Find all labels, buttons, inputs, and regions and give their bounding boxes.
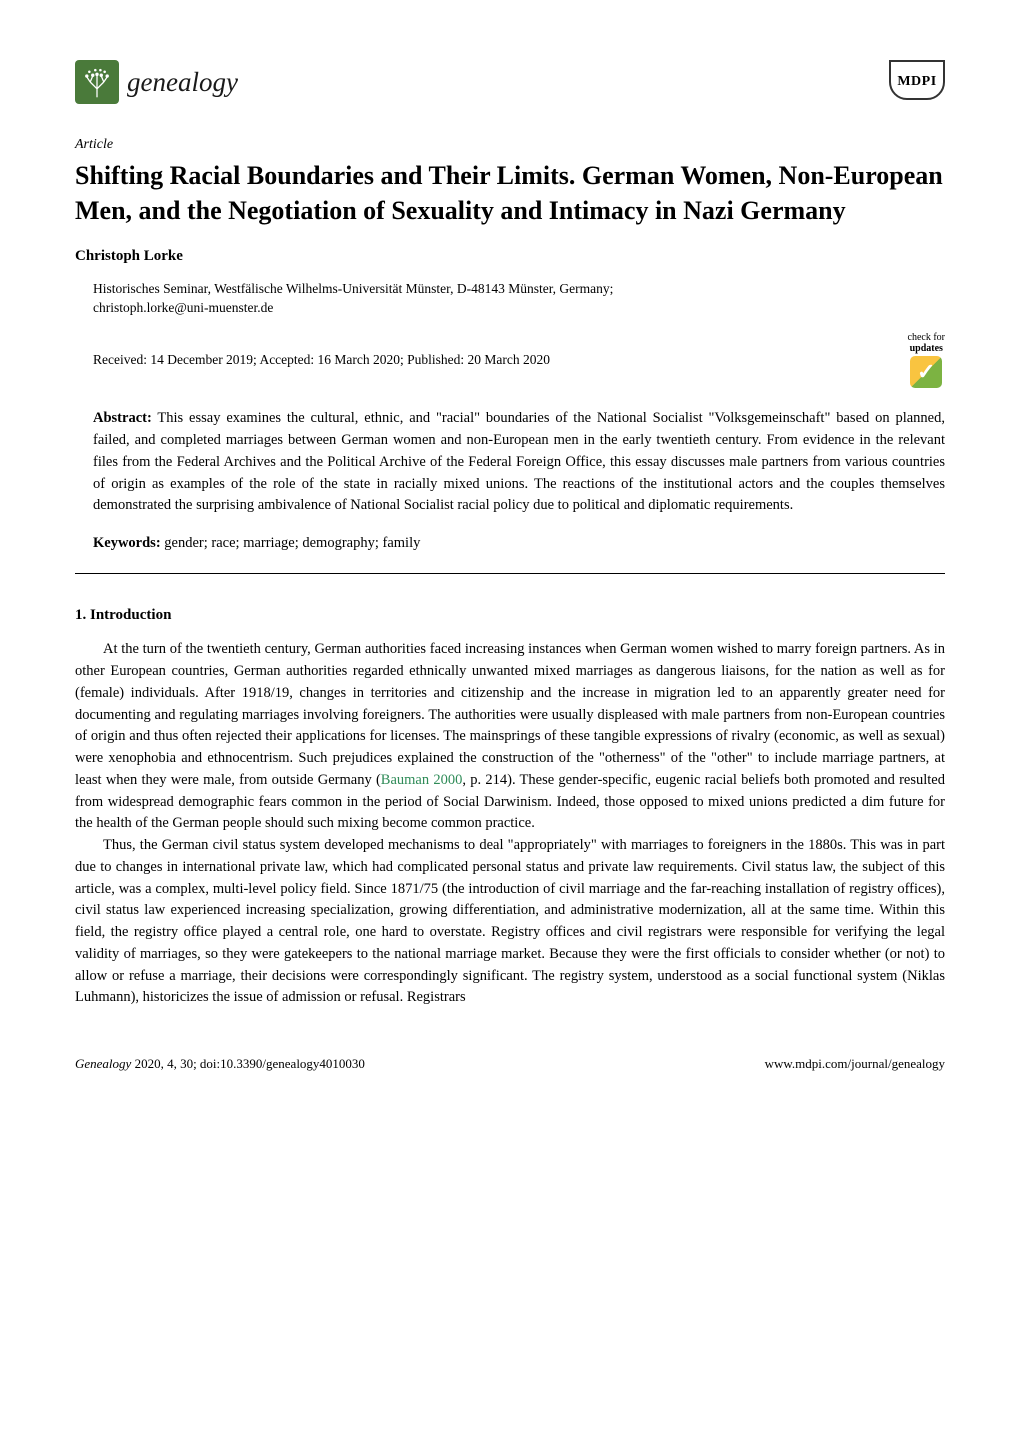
affiliation-block: Historisches Seminar, Westfälische Wilhe… — [93, 280, 945, 318]
divider — [75, 573, 945, 574]
paragraph-2: Thus, the German civil status system dev… — [75, 835, 945, 1009]
author-name: Christoph Lorke — [75, 245, 945, 268]
keywords-text: gender; race; marriage; demography; fami… — [164, 535, 420, 551]
body-text: At the turn of the twentieth century, Ge… — [75, 639, 945, 1009]
journal-logo-block: genealogy — [75, 60, 238, 104]
abstract-block: Abstract: This essay examines the cultur… — [93, 408, 945, 517]
abstract-text: This essay examines the cultural, ethnic… — [93, 410, 945, 513]
footer-journal: Genealogy — [75, 1056, 131, 1071]
footer-url[interactable]: www.mdpi.com/journal/genealogy — [765, 1054, 945, 1074]
affiliation-line: Historisches Seminar, Westfälische Wilhe… — [93, 280, 945, 299]
article-type-label: Article — [75, 134, 945, 155]
publication-dates: Received: 14 December 2019; Accepted: 16… — [93, 350, 550, 370]
citation-link[interactable]: Bauman 2000 — [381, 772, 463, 788]
dates-row: Received: 14 December 2019; Accepted: 16… — [93, 332, 945, 388]
footer-citation: 2020, 4, 30; doi:10.3390/genealogy401003… — [131, 1056, 365, 1071]
journal-icon — [75, 60, 119, 104]
footer-left: Genealogy 2020, 4, 30; doi:10.3390/genea… — [75, 1054, 365, 1074]
journal-name: genealogy — [127, 62, 238, 103]
abstract-label: Abstract: — [93, 410, 152, 426]
section-heading: 1. Introduction — [75, 604, 945, 627]
article-title: Shifting Racial Boundaries and Their Lim… — [75, 158, 945, 228]
paragraph-1: At the turn of the twentieth century, Ge… — [75, 639, 945, 835]
publisher-name: MDPI — [897, 71, 936, 92]
updates-label-2: updates — [910, 343, 943, 354]
tree-icon — [80, 65, 114, 99]
affiliation-email: christoph.lorke@uni-muenster.de — [93, 299, 945, 318]
keywords-block: Keywords: gender; race; marriage; demogr… — [93, 533, 945, 555]
page-footer: Genealogy 2020, 4, 30; doi:10.3390/genea… — [75, 1054, 945, 1074]
check-updates-badge[interactable]: check for updates ✓ — [908, 332, 945, 388]
page-header: genealogy MDPI — [75, 60, 945, 104]
keywords-label: Keywords: — [93, 535, 161, 551]
check-icon: ✓ — [910, 356, 942, 388]
updates-label-1: check for — [908, 332, 945, 343]
para1-text-a: At the turn of the twentieth century, Ge… — [75, 641, 945, 788]
publisher-logo: MDPI — [889, 60, 945, 100]
